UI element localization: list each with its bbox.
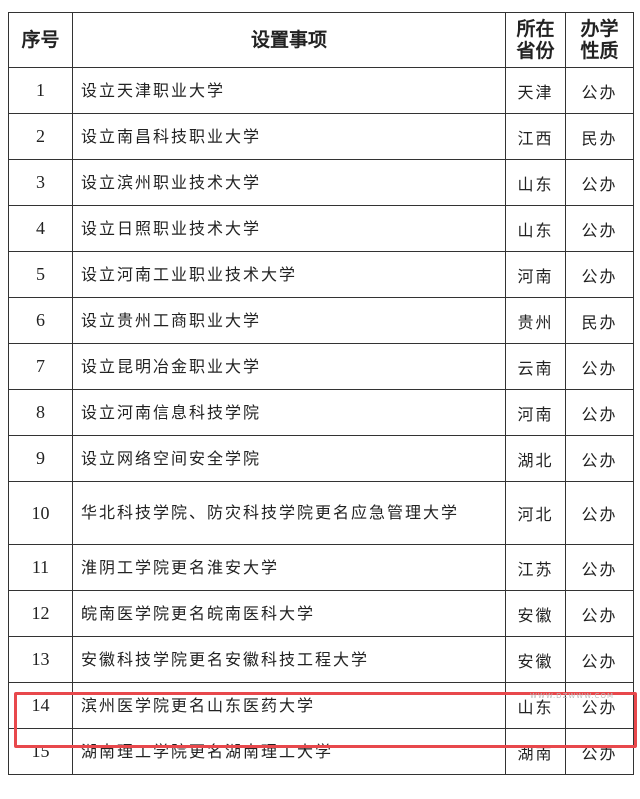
row-item: 设立贵州工商职业大学 xyxy=(72,297,506,344)
row-province: 江苏 xyxy=(505,544,566,591)
header-type: 办学性质 xyxy=(565,12,634,68)
university-table: 序号 设置事项 所在省份 办学性质 1 设立天津职业大学 天津 公办 2 设立南昌科技职业… xyxy=(8,12,634,775)
table-header: 序号 设置事项 所在省份 办学性质 xyxy=(8,12,634,68)
row-province: 云南 xyxy=(505,343,566,390)
row-no: 1 xyxy=(8,67,73,114)
row-item: 华北科技学院、防灾科技学院更名应急管理大学 xyxy=(72,481,506,545)
table-row: 5 设立河南工业职业技术大学 河南 公办 xyxy=(8,251,634,298)
row-no: 2 xyxy=(8,113,73,160)
row-province: 山东 xyxy=(505,205,566,252)
row-no: 9 xyxy=(8,435,73,482)
row-no: 10 xyxy=(8,481,73,545)
row-no: 6 xyxy=(8,297,73,344)
row-province: 山东 xyxy=(505,159,566,206)
row-item: 设立日照职业技术大学 xyxy=(72,205,506,252)
row-type: 公办 xyxy=(565,159,634,206)
row-type: 公办 xyxy=(565,590,634,637)
table-row: 15 湖南理工学院更名湖南理工大学 湖南 公办 xyxy=(8,728,634,775)
header-province: 所在省份 xyxy=(505,12,566,68)
row-province: 江西 xyxy=(505,113,566,160)
row-type: 公办 xyxy=(565,636,634,683)
row-no: 14 xyxy=(8,682,73,729)
table-row: 6 设立贵州工商职业大学 贵州 民办 xyxy=(8,297,634,344)
row-item: 设立网络空间安全学院 xyxy=(72,435,506,482)
row-item: 设立河南信息科技学院 xyxy=(72,389,506,436)
row-item: 淮阴工学院更名淮安大学 xyxy=(72,544,506,591)
row-province: 湖北 xyxy=(505,435,566,482)
table-row: 8 设立河南信息科技学院 河南 公办 xyxy=(8,389,634,436)
row-item: 滨州医学院更名山东医药大学 xyxy=(72,682,506,729)
table-row: 14 滨州医学院更名山东医药大学 山东 公办 xyxy=(8,682,634,729)
row-no: 11 xyxy=(8,544,73,591)
row-province: 河北 xyxy=(505,481,566,545)
row-type: 公办 xyxy=(565,728,634,775)
row-no: 13 xyxy=(8,636,73,683)
row-item: 皖南医学院更名皖南医科大学 xyxy=(72,590,506,637)
row-item: 安徽科技学院更名安徽科技工程大学 xyxy=(72,636,506,683)
row-type: 公办 xyxy=(565,682,634,729)
row-province: 安徽 xyxy=(505,590,566,637)
table-row: 3 设立滨州职业技术大学 山东 公办 xyxy=(8,159,634,206)
row-no: 8 xyxy=(8,389,73,436)
row-no: 7 xyxy=(8,343,73,390)
table-row: 13 安徽科技学院更名安徽科技工程大学 安徽 公办 xyxy=(8,636,634,683)
row-type: 公办 xyxy=(565,343,634,390)
row-item: 设立天津职业大学 xyxy=(72,67,506,114)
row-item: 设立昆明冶金职业大学 xyxy=(72,343,506,390)
row-item: 设立南昌科技职业大学 xyxy=(72,113,506,160)
row-no: 4 xyxy=(8,205,73,252)
table-row: 1 设立天津职业大学 天津 公办 xyxy=(8,67,634,114)
row-type: 民办 xyxy=(565,113,634,160)
row-item: 设立滨州职业技术大学 xyxy=(72,159,506,206)
row-type: 公办 xyxy=(565,67,634,114)
row-type: 公办 xyxy=(565,481,634,545)
row-type: 公办 xyxy=(565,205,634,252)
table-row: 7 设立昆明冶金职业大学 云南 公办 xyxy=(8,343,634,390)
row-province: 安徽 xyxy=(505,636,566,683)
row-province: 天津 xyxy=(505,67,566,114)
row-type: 公办 xyxy=(565,435,634,482)
table-row: 9 设立网络空间安全学院 湖北 公办 xyxy=(8,435,634,482)
row-type: 公办 xyxy=(565,251,634,298)
row-type: 民办 xyxy=(565,297,634,344)
row-province: 湖南 xyxy=(505,728,566,775)
row-item: 湖南理工学院更名湖南理工大学 xyxy=(72,728,506,775)
row-province: 河南 xyxy=(505,251,566,298)
row-no: 5 xyxy=(8,251,73,298)
row-province: 山东 xyxy=(505,682,566,729)
table-row: 4 设立日照职业技术大学 山东 公办 xyxy=(8,205,634,252)
watermark: WWW.DZWWW.COM xyxy=(530,692,614,700)
table-row: 11 淮阴工学院更名淮安大学 江苏 公办 xyxy=(8,544,634,591)
row-no: 15 xyxy=(8,728,73,775)
row-item: 设立河南工业职业技术大学 xyxy=(72,251,506,298)
table-row: 10 华北科技学院、防灾科技学院更名应急管理大学 河北 公办 xyxy=(8,481,634,545)
table-row: 12 皖南医学院更名皖南医科大学 安徽 公办 xyxy=(8,590,634,637)
row-province: 贵州 xyxy=(505,297,566,344)
header-no: 序号 xyxy=(8,12,73,68)
row-province: 河南 xyxy=(505,389,566,436)
row-no: 3 xyxy=(8,159,73,206)
row-no: 12 xyxy=(8,590,73,637)
row-type: 公办 xyxy=(565,544,634,591)
header-item: 设置事项 xyxy=(72,12,506,68)
table-row: 2 设立南昌科技职业大学 江西 民办 xyxy=(8,113,634,160)
row-type: 公办 xyxy=(565,389,634,436)
